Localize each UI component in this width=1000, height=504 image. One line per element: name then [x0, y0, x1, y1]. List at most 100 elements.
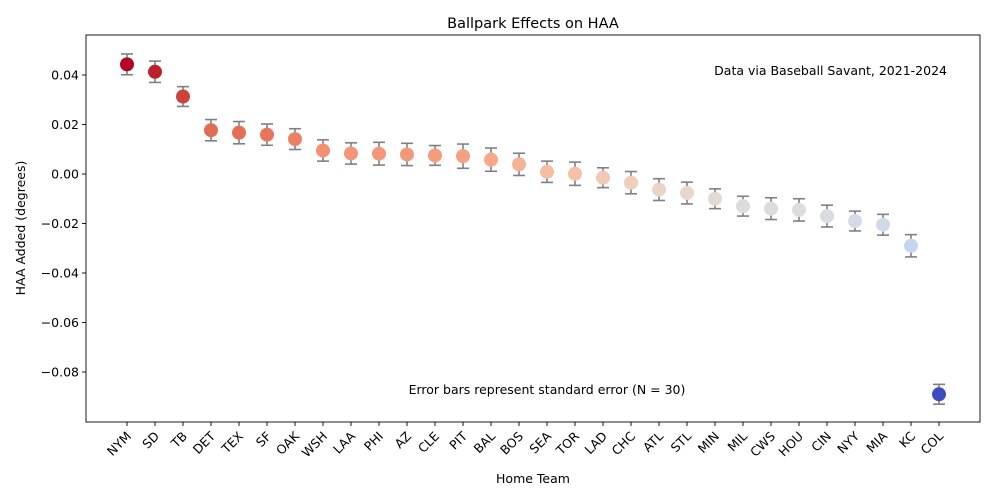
x-tick-label: SD: [139, 429, 162, 452]
x-axis-label: Home Team: [496, 471, 570, 486]
data-point: [820, 209, 834, 224]
x-tick-label: BAL: [470, 428, 498, 456]
x-tick-label: MIL: [724, 428, 750, 454]
x-tick-label: BOS: [497, 428, 526, 457]
data-point: [624, 175, 638, 190]
y-axis: 0.04 0.02 0.00 −0.02 −0.04 −0.06 −0.08: [41, 68, 86, 380]
y-tick-label: −0.02: [41, 216, 79, 231]
data-point-group: [540, 160, 554, 184]
data-point-group: [120, 53, 134, 76]
data-point: [736, 199, 750, 214]
x-tick-label: LAA: [330, 428, 358, 456]
data-point: [288, 132, 302, 147]
x-tick-label: SEA: [526, 428, 554, 456]
data-point: [932, 387, 946, 402]
data-point-group: [568, 161, 582, 187]
y-tick-label: 0.04: [51, 68, 79, 83]
data-point: [344, 146, 358, 161]
data-point: [904, 238, 918, 253]
y-tick-label: −0.08: [41, 365, 79, 380]
data-point: [232, 125, 246, 140]
x-tick-label: CWS: [747, 428, 778, 459]
data-point-group: [316, 139, 330, 162]
x-tick-label: ATL: [640, 428, 666, 454]
x-tick-label: PHI: [361, 429, 386, 454]
x-tick-label: WSH: [299, 429, 331, 461]
data-point: [540, 164, 554, 179]
data-point-group: [624, 170, 638, 195]
data-series: [120, 53, 946, 405]
x-tick-label: PIT: [446, 428, 470, 452]
x-tick-label: HOU: [775, 429, 806, 460]
data-point: [848, 214, 862, 229]
x-tick-label: CIN: [808, 429, 834, 455]
data-point: [596, 170, 610, 185]
chart-title: Ballpark Effects on HAA: [447, 16, 619, 32]
data-point: [428, 148, 442, 163]
data-point: [120, 57, 134, 72]
data-point: [876, 217, 890, 232]
data-point-group: [204, 118, 218, 142]
data-point-group: [400, 142, 414, 167]
x-tick-label: DET: [190, 428, 219, 457]
data-point-group: [456, 143, 470, 170]
data-point: [372, 146, 386, 161]
data-point-group: [288, 127, 302, 151]
x-tick-label: MIN: [695, 429, 722, 456]
data-point-group: [484, 147, 498, 173]
data-point-group: [680, 181, 694, 205]
data-point-group: [232, 120, 246, 145]
x-tick-label: STL: [668, 428, 695, 455]
x-tick-label: NYM: [104, 429, 134, 459]
data-point-group: [820, 204, 834, 228]
annotation-data-source: Data via Baseball Savant, 2021-2024: [714, 63, 947, 78]
x-tick-label: COL: [917, 428, 946, 457]
data-point: [708, 191, 722, 206]
data-point-group: [176, 85, 190, 108]
data-point-group: [372, 141, 386, 166]
x-tick-label: AZ: [391, 429, 414, 452]
y-tick-label: −0.04: [41, 266, 79, 281]
data-point-group: [344, 142, 358, 165]
x-tick-label: MIA: [863, 428, 890, 455]
x-tick-label: TB: [167, 429, 190, 452]
data-point: [204, 123, 218, 138]
data-point: [316, 143, 330, 158]
data-point-group: [596, 167, 610, 189]
data-point: [456, 149, 470, 164]
x-tick-label: CLE: [415, 428, 442, 455]
y-tick-label: 0.02: [51, 117, 79, 132]
x-tick-label: OAK: [273, 428, 303, 458]
data-point: [148, 64, 162, 79]
data-point-group: [708, 188, 722, 210]
data-point-group: [876, 213, 890, 236]
annotation-error-bars: Error bars represent standard error (N =…: [409, 382, 686, 397]
data-point: [176, 89, 190, 104]
data-point-group: [848, 210, 862, 232]
y-tick-label: 0.00: [51, 167, 79, 182]
data-point: [260, 127, 274, 142]
data-point: [764, 201, 778, 216]
plot-area-frame: [85, 34, 981, 423]
data-point: [792, 202, 806, 217]
data-point-group: [512, 152, 526, 177]
data-point-group: [148, 60, 162, 84]
y-tick-label: −0.06: [41, 315, 79, 330]
data-point-group: [736, 195, 750, 217]
data-point: [652, 182, 666, 197]
data-point-group: [932, 383, 946, 405]
x-tick-label: LAD: [582, 429, 611, 458]
data-point-group: [428, 144, 442, 167]
data-point: [484, 152, 498, 167]
y-axis-label: HAA Added (degrees): [13, 161, 28, 296]
data-point: [400, 147, 414, 162]
data-point-group: [764, 196, 778, 221]
data-point-group: [260, 123, 274, 147]
data-point-group: [904, 233, 918, 258]
data-point: [680, 186, 694, 201]
data-point: [568, 166, 582, 181]
x-tick-label: KC: [896, 428, 918, 450]
x-tick-label: TEX: [218, 428, 247, 457]
